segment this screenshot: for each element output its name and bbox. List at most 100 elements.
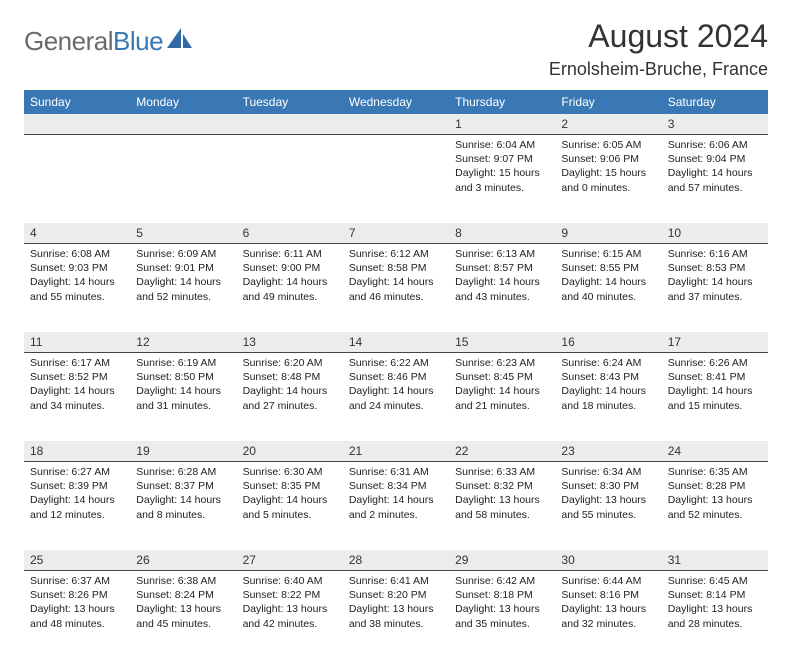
sunset-line: Sunset: 8:14 PM bbox=[668, 588, 762, 602]
sunset-line: Sunset: 8:48 PM bbox=[243, 370, 337, 384]
sunset-line: Sunset: 9:04 PM bbox=[668, 152, 762, 166]
daylight-line: Daylight: 13 hours and 58 minutes. bbox=[455, 493, 549, 521]
day-number bbox=[24, 114, 130, 135]
day-number: 10 bbox=[662, 223, 768, 244]
daylight-line: Daylight: 15 hours and 3 minutes. bbox=[455, 166, 549, 194]
daylight-line: Daylight: 14 hours and 21 minutes. bbox=[455, 384, 549, 412]
sunset-line: Sunset: 8:26 PM bbox=[30, 588, 124, 602]
daynum-cell: 24 bbox=[662, 441, 768, 462]
sunset-line: Sunset: 8:22 PM bbox=[243, 588, 337, 602]
day-cell: Sunrise: 6:28 AMSunset: 8:37 PMDaylight:… bbox=[130, 462, 236, 550]
day-header-row: Sunday Monday Tuesday Wednesday Thursday… bbox=[24, 90, 768, 114]
sunset-line: Sunset: 8:28 PM bbox=[668, 479, 762, 493]
daylight-line: Daylight: 14 hours and 55 minutes. bbox=[30, 275, 124, 303]
day-detail: Sunrise: 6:04 AMSunset: 9:07 PMDaylight:… bbox=[449, 135, 555, 201]
daynum-cell: 13 bbox=[237, 332, 343, 353]
day-detail: Sunrise: 6:08 AMSunset: 9:03 PMDaylight:… bbox=[24, 244, 130, 310]
day-detail: Sunrise: 6:35 AMSunset: 8:28 PMDaylight:… bbox=[662, 462, 768, 528]
sunset-line: Sunset: 8:37 PM bbox=[136, 479, 230, 493]
logo-word2: Blue bbox=[113, 26, 163, 56]
day-detail: Sunrise: 6:40 AMSunset: 8:22 PMDaylight:… bbox=[237, 571, 343, 637]
day-detail: Sunrise: 6:17 AMSunset: 8:52 PMDaylight:… bbox=[24, 353, 130, 419]
week-row: Sunrise: 6:37 AMSunset: 8:26 PMDaylight:… bbox=[24, 571, 768, 659]
day-detail: Sunrise: 6:11 AMSunset: 9:00 PMDaylight:… bbox=[237, 244, 343, 310]
daynum-cell: 20 bbox=[237, 441, 343, 462]
day-number: 25 bbox=[24, 550, 130, 571]
sunrise-line: Sunrise: 6:23 AM bbox=[455, 356, 549, 370]
sunrise-line: Sunrise: 6:04 AM bbox=[455, 138, 549, 152]
day-detail: Sunrise: 6:13 AMSunset: 8:57 PMDaylight:… bbox=[449, 244, 555, 310]
sunset-line: Sunset: 8:30 PM bbox=[561, 479, 655, 493]
sunrise-line: Sunrise: 6:17 AM bbox=[30, 356, 124, 370]
day-number: 4 bbox=[24, 223, 130, 244]
day-number: 3 bbox=[662, 114, 768, 135]
daynum-cell: 26 bbox=[130, 550, 236, 571]
day-cell: Sunrise: 6:30 AMSunset: 8:35 PMDaylight:… bbox=[237, 462, 343, 550]
sunset-line: Sunset: 8:32 PM bbox=[455, 479, 549, 493]
day-cell: Sunrise: 6:44 AMSunset: 8:16 PMDaylight:… bbox=[555, 571, 661, 659]
sunset-line: Sunset: 8:20 PM bbox=[349, 588, 443, 602]
daynum-cell: 28 bbox=[343, 550, 449, 571]
daylight-line: Daylight: 14 hours and 18 minutes. bbox=[561, 384, 655, 412]
sunset-line: Sunset: 8:55 PM bbox=[561, 261, 655, 275]
day-cell: Sunrise: 6:22 AMSunset: 8:46 PMDaylight:… bbox=[343, 353, 449, 441]
day-number: 23 bbox=[555, 441, 661, 462]
daylight-line: Daylight: 14 hours and 2 minutes. bbox=[349, 493, 443, 521]
sunset-line: Sunset: 8:50 PM bbox=[136, 370, 230, 384]
sunset-line: Sunset: 8:45 PM bbox=[455, 370, 549, 384]
daynum-cell: 5 bbox=[130, 223, 236, 244]
day-detail: Sunrise: 6:05 AMSunset: 9:06 PMDaylight:… bbox=[555, 135, 661, 201]
sunrise-line: Sunrise: 6:08 AM bbox=[30, 247, 124, 261]
day-detail: Sunrise: 6:19 AMSunset: 8:50 PMDaylight:… bbox=[130, 353, 236, 419]
sunrise-line: Sunrise: 6:33 AM bbox=[455, 465, 549, 479]
day-cell: Sunrise: 6:06 AMSunset: 9:04 PMDaylight:… bbox=[662, 135, 768, 223]
day-number bbox=[343, 114, 449, 135]
daynum-row: 11121314151617 bbox=[24, 332, 768, 353]
day-detail: Sunrise: 6:37 AMSunset: 8:26 PMDaylight:… bbox=[24, 571, 130, 637]
sunset-line: Sunset: 9:00 PM bbox=[243, 261, 337, 275]
daynum-cell: 21 bbox=[343, 441, 449, 462]
daylight-line: Daylight: 14 hours and 5 minutes. bbox=[243, 493, 337, 521]
daynum-cell bbox=[237, 114, 343, 135]
sunset-line: Sunset: 9:03 PM bbox=[30, 261, 124, 275]
daylight-line: Daylight: 13 hours and 55 minutes. bbox=[561, 493, 655, 521]
day-number: 22 bbox=[449, 441, 555, 462]
sunset-line: Sunset: 8:43 PM bbox=[561, 370, 655, 384]
sunrise-line: Sunrise: 6:44 AM bbox=[561, 574, 655, 588]
week-row: Sunrise: 6:08 AMSunset: 9:03 PMDaylight:… bbox=[24, 244, 768, 332]
sunset-line: Sunset: 8:52 PM bbox=[30, 370, 124, 384]
daynum-cell: 30 bbox=[555, 550, 661, 571]
daynum-cell: 6 bbox=[237, 223, 343, 244]
logo-sail-icon bbox=[167, 28, 193, 55]
dayhead-wednesday: Wednesday bbox=[343, 90, 449, 114]
daynum-cell: 18 bbox=[24, 441, 130, 462]
daynum-cell: 29 bbox=[449, 550, 555, 571]
daylight-line: Daylight: 14 hours and 24 minutes. bbox=[349, 384, 443, 412]
daylight-line: Daylight: 14 hours and 40 minutes. bbox=[561, 275, 655, 303]
daynum-cell: 23 bbox=[555, 441, 661, 462]
daynum-cell: 22 bbox=[449, 441, 555, 462]
daylight-line: Daylight: 14 hours and 46 minutes. bbox=[349, 275, 443, 303]
daynum-row: 45678910 bbox=[24, 223, 768, 244]
day-cell: Sunrise: 6:42 AMSunset: 8:18 PMDaylight:… bbox=[449, 571, 555, 659]
day-detail: Sunrise: 6:30 AMSunset: 8:35 PMDaylight:… bbox=[237, 462, 343, 528]
daylight-line: Daylight: 13 hours and 45 minutes. bbox=[136, 602, 230, 630]
daylight-line: Daylight: 14 hours and 8 minutes. bbox=[136, 493, 230, 521]
day-number: 31 bbox=[662, 550, 768, 571]
day-detail: Sunrise: 6:06 AMSunset: 9:04 PMDaylight:… bbox=[662, 135, 768, 201]
sunrise-line: Sunrise: 6:45 AM bbox=[668, 574, 762, 588]
sunset-line: Sunset: 8:18 PM bbox=[455, 588, 549, 602]
daynum-cell: 4 bbox=[24, 223, 130, 244]
sunset-line: Sunset: 9:06 PM bbox=[561, 152, 655, 166]
dayhead-saturday: Saturday bbox=[662, 90, 768, 114]
sunset-line: Sunset: 8:41 PM bbox=[668, 370, 762, 384]
day-cell: Sunrise: 6:12 AMSunset: 8:58 PMDaylight:… bbox=[343, 244, 449, 332]
day-number: 9 bbox=[555, 223, 661, 244]
daynum-row: 25262728293031 bbox=[24, 550, 768, 571]
day-cell: Sunrise: 6:23 AMSunset: 8:45 PMDaylight:… bbox=[449, 353, 555, 441]
day-number: 24 bbox=[662, 441, 768, 462]
day-detail: Sunrise: 6:22 AMSunset: 8:46 PMDaylight:… bbox=[343, 353, 449, 419]
daylight-line: Daylight: 13 hours and 38 minutes. bbox=[349, 602, 443, 630]
sunset-line: Sunset: 9:01 PM bbox=[136, 261, 230, 275]
day-cell: Sunrise: 6:16 AMSunset: 8:53 PMDaylight:… bbox=[662, 244, 768, 332]
